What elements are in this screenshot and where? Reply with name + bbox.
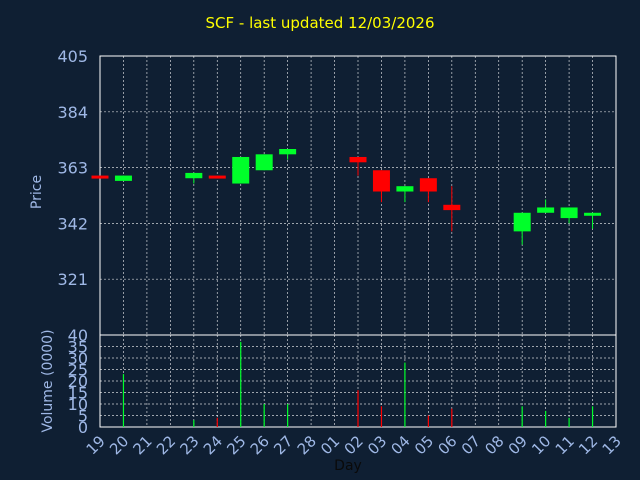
x-tick-label: 01 (317, 432, 343, 458)
candle-body (396, 186, 414, 192)
volume-tick-label: 30 (68, 349, 88, 368)
x-tick-label: 02 (341, 432, 367, 458)
x-tick-label: 08 (481, 432, 507, 458)
price-tick-label: 363 (57, 159, 88, 178)
volume-tick-label: 10 (68, 395, 88, 414)
x-tick-label: 20 (106, 432, 132, 458)
x-tick-label: 12 (575, 432, 601, 458)
candle-body (114, 175, 132, 181)
x-tick-label: 23 (176, 432, 202, 458)
candle-body (443, 204, 461, 211)
x-tick-label: 06 (434, 432, 460, 458)
volume-tick-label: 35 (68, 338, 88, 357)
x-tick-label: 05 (411, 432, 437, 458)
price-tick-label: 321 (57, 270, 88, 289)
x-tick-label: 13 (599, 432, 625, 458)
volume-axis-label: Volume (0000) (40, 329, 56, 433)
x-tick-label: 28 (294, 432, 320, 458)
x-tick-label: 10 (528, 432, 554, 458)
candle-body (419, 178, 437, 192)
candle-body (232, 156, 250, 184)
x-tick-label: 11 (552, 432, 578, 458)
candle-body (513, 212, 531, 232)
price-axis-label: Price (29, 174, 45, 210)
candle-body (349, 156, 367, 163)
candle-body (279, 149, 297, 155)
volume-tick-label: 40 (68, 326, 88, 345)
price-tick-label: 405 (57, 47, 88, 66)
price-panel: 321 342 363 384 405 (57, 47, 617, 336)
candle-body (91, 175, 109, 179)
x-tick-label: 24 (200, 432, 226, 458)
candle-body (537, 207, 555, 213)
volume-tick-label: 25 (68, 361, 88, 380)
chart-title: SCF - last updated 12/03/2026 (205, 14, 435, 32)
x-tick-label: 07 (458, 432, 484, 458)
volume-tick-label: 0 (78, 418, 88, 437)
candle-body (584, 212, 602, 216)
x-tick-label: 03 (364, 432, 390, 458)
x-tick-label: 09 (505, 432, 531, 458)
x-tick-label: 04 (388, 432, 414, 458)
x-tick-label: 22 (153, 432, 179, 458)
candle-body (372, 170, 390, 192)
x-axis-label: Day (334, 458, 362, 474)
price-tick-label: 342 (57, 214, 88, 233)
volume-tick-label: 15 (68, 384, 88, 403)
volume-tick-label: 5 (78, 407, 88, 426)
x-tick-label: 21 (130, 432, 156, 458)
price-tick-label: 384 (57, 103, 88, 122)
x-axis: 1920212223242526272801020304050607080910… (83, 432, 625, 458)
candle-body (208, 175, 226, 179)
x-tick-label: 25 (223, 432, 249, 458)
volume-tick-label: 20 (68, 372, 88, 391)
x-tick-label: 27 (270, 432, 296, 458)
x-tick-label: 26 (247, 432, 273, 458)
candle-body (185, 172, 203, 179)
candle-body (255, 154, 273, 171)
candle-body (560, 207, 578, 219)
